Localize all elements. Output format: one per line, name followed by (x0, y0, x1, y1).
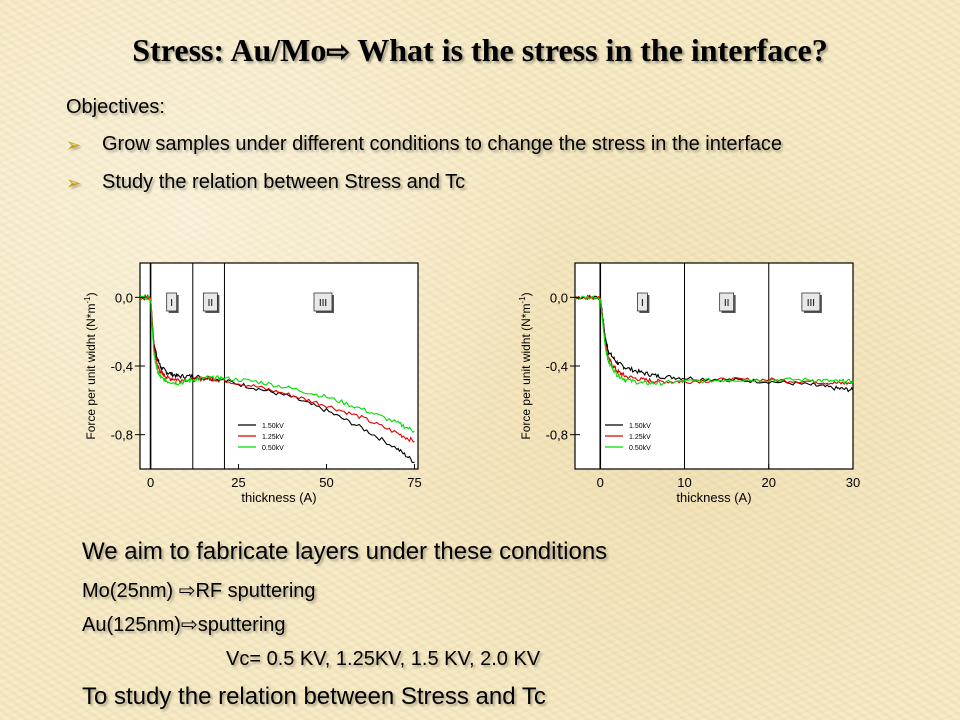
x-tick-label: 25 (231, 475, 245, 490)
region-label-box (636, 292, 648, 312)
series-line-0.50kV (574, 295, 854, 387)
y-tick-label: 0,0 (550, 290, 568, 305)
aim-line: We aim to fabricate layers under these c… (82, 538, 608, 565)
legend-label: 1.50kV (629, 423, 651, 430)
bullet-text: Study the relation between Stress and Tc (102, 171, 466, 193)
list-item: ➢ Study the relation between Stress and … (66, 168, 886, 196)
x-axis-label: thickness (A) (676, 490, 751, 505)
region-label-box (313, 292, 333, 312)
x-tick-label: 10 (677, 475, 691, 490)
region-label-box (166, 292, 178, 312)
y-axis-label: Force per unit widht (N*m-1) (518, 292, 533, 439)
legend-label: 1.25kV (629, 434, 651, 441)
x-tick-label: 0 (597, 475, 604, 490)
objectives-list: ➢ Grow samples under different condition… (66, 130, 886, 206)
region-label-box (719, 292, 735, 312)
y-tick-label: -0,8 (111, 428, 133, 443)
x-tick-label: 0 (147, 475, 154, 490)
au-label: Au(125nm) (82, 614, 181, 636)
legend-label: 0.50kV (262, 445, 284, 452)
y-tick-label: -0,8 (546, 428, 568, 443)
y-tick-label: 0,0 (115, 290, 133, 305)
series-line-0.50kV (139, 294, 415, 433)
region-label-box (202, 292, 218, 312)
region-label: III (807, 298, 815, 309)
region-label: III (319, 298, 327, 309)
region-label-box (801, 292, 821, 312)
arrowhead-bullet-icon: ➢ (66, 173, 82, 193)
title-suffix: What is the stress in the interface? (349, 32, 828, 68)
x-tick-label: 20 (762, 475, 776, 490)
x-tick-label: 75 (407, 475, 421, 490)
vc-line: Vc= 0.5 KV, 1.25KV, 1.5 KV, 2.0 KV (226, 648, 541, 670)
objectives-heading: Objectives: (66, 96, 165, 118)
title-prefix: Stress: Au/Mo (132, 32, 327, 68)
region-label: II (208, 298, 214, 309)
x-tick-label: 30 (846, 475, 860, 490)
arrowhead-bullet-icon: ➢ (66, 135, 82, 155)
right-arrow-icon: ⇨ (178, 580, 196, 602)
right-arrow-icon: ⇨ (326, 37, 350, 68)
list-item: ➢ Grow samples under different condition… (66, 130, 886, 158)
study-line: To study the relation between Stress and… (82, 683, 546, 710)
slide-title: Stress: Au/Mo⇨ What is the stress in the… (0, 32, 960, 69)
au-method: sputtering (197, 614, 286, 636)
legend-label: 1.50kV (262, 423, 284, 430)
au-line: Au(125nm)⇨sputtering (82, 612, 286, 637)
y-axis-label: Force per unit widht (N*m-1) (83, 292, 98, 439)
mo-label: Mo(25nm) (82, 580, 179, 602)
bullet-text: Grow samples under different conditions … (102, 133, 783, 155)
legend-label: 1.25kV (262, 434, 284, 441)
x-axis-label: thickness (A) (241, 490, 316, 505)
right-arrow-icon: ⇨ (180, 614, 198, 636)
mo-method: RF sputtering (195, 580, 316, 602)
mo-line: Mo(25nm) ⇨RF sputtering (82, 578, 316, 603)
region-label: I (641, 298, 644, 309)
legend-label: 0.50kV (629, 445, 651, 452)
region-label: I (170, 298, 173, 309)
y-tick-label: -0,4 (111, 359, 133, 374)
y-tick-label: -0,4 (546, 359, 568, 374)
x-tick-label: 50 (319, 475, 333, 490)
region-label: II (724, 298, 730, 309)
